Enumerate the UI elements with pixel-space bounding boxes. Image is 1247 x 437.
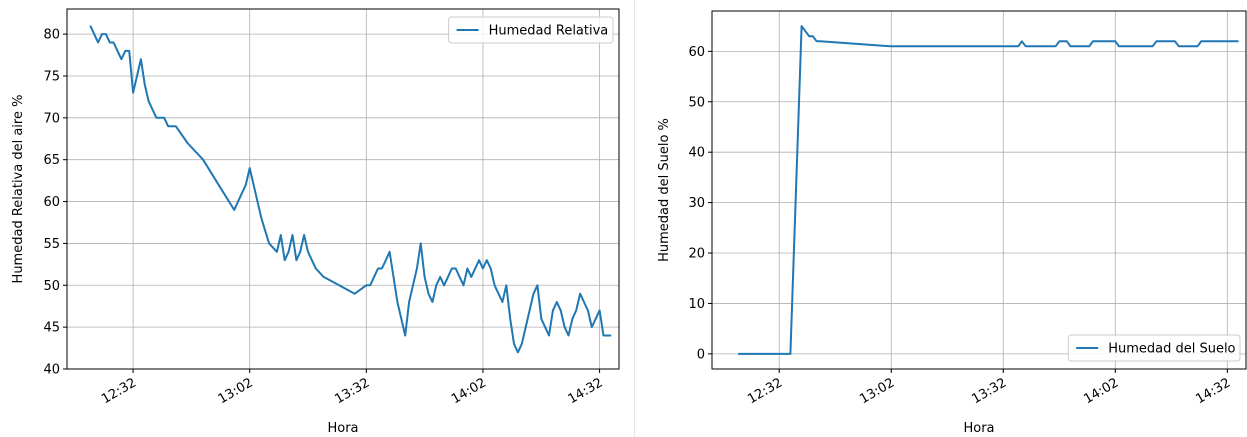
- x-tick-label: 12:32: [99, 375, 139, 407]
- legend: Humedad Relativa: [448, 16, 614, 44]
- series-line: [89, 25, 612, 354]
- x-tick-label: 13:32: [969, 375, 1009, 407]
- y-tick-label: 75: [43, 69, 60, 84]
- y-tick-label: 65: [43, 153, 60, 168]
- y-tick-label: 50: [688, 95, 705, 110]
- x-axis-label: Hora: [963, 421, 994, 436]
- x-tick-label: 14:32: [566, 375, 606, 407]
- x-tick-label: 13:02: [216, 375, 256, 407]
- y-tick-label: 70: [43, 111, 60, 126]
- y-tick-label: 40: [43, 363, 60, 378]
- y-tick-label: 55: [43, 237, 60, 252]
- series-line: [738, 25, 1239, 355]
- x-tick-label: 12:32: [745, 375, 785, 407]
- x-axis-label: Hora: [327, 421, 358, 436]
- x-tick-label: 13:02: [857, 375, 897, 407]
- x-tick-label: 14:32: [1193, 375, 1233, 407]
- panel-divider: [634, 0, 635, 437]
- legend-box: [1067, 334, 1241, 362]
- legend-label: Humedad del Suelo: [1108, 342, 1235, 357]
- x-tick-label: 14:02: [1081, 375, 1121, 407]
- y-tick-label: 80: [43, 28, 60, 43]
- y-tick-label: 60: [43, 195, 60, 210]
- plot-frame: [711, 10, 1247, 370]
- legend-label: Humedad Relativa: [489, 24, 609, 39]
- x-tick-label: 14:02: [449, 375, 489, 407]
- plot-frame: [66, 8, 620, 370]
- y-axis-label: Humedad del Suelo %: [657, 118, 672, 262]
- y-tick-label: 10: [688, 297, 705, 312]
- y-tick-label: 0: [697, 347, 705, 362]
- y-tick-label: 50: [43, 279, 60, 294]
- y-tick-label: 20: [688, 247, 705, 262]
- y-tick-label: 30: [688, 196, 705, 211]
- x-tick-label: 13:32: [332, 375, 372, 407]
- y-tick-label: 45: [43, 321, 60, 336]
- y-tick-label: 60: [688, 45, 705, 60]
- legend: Humedad del Suelo: [1067, 334, 1241, 362]
- y-axis-label: Humedad Relativa del aire %: [11, 95, 26, 284]
- y-tick-label: 40: [688, 146, 705, 161]
- legend-box: [448, 16, 614, 44]
- chart-humedad-relativa: 40 45 50 55 60 65 70 75 80 12:32 13:02 13:32 14:02 14…: [11, 8, 620, 436]
- chart-humedad-suelo: 0 10 20 30 40 50 60 12:32 13:02 13:32 14:02 14:32 Ho…: [657, 10, 1247, 436]
